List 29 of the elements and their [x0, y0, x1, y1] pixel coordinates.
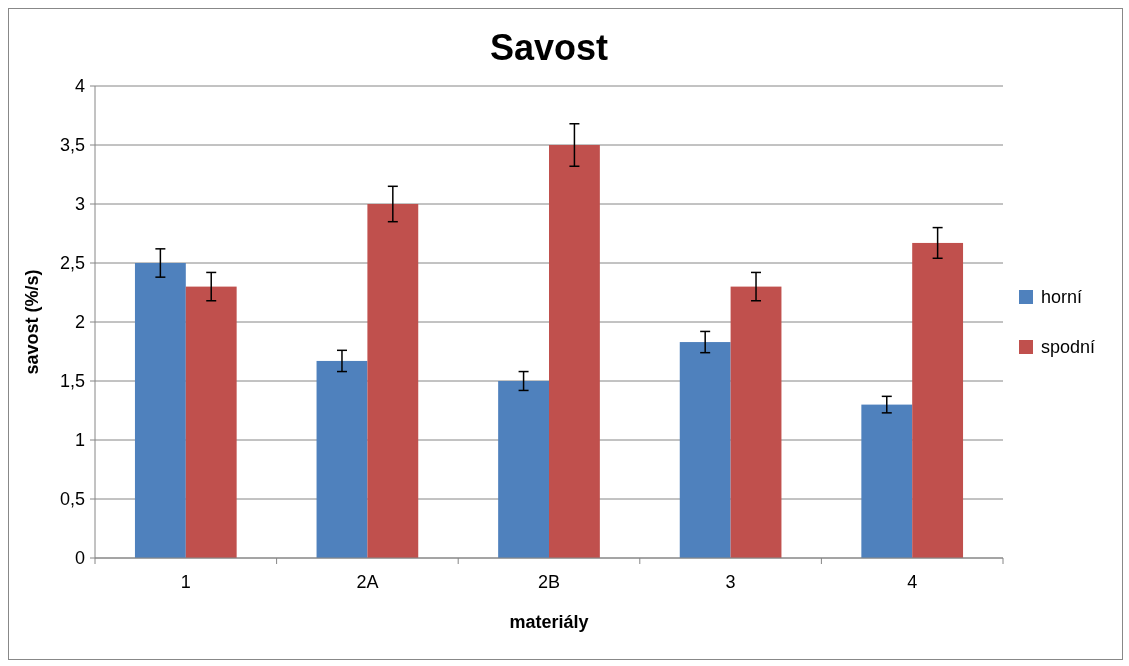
bar: [549, 145, 600, 558]
y-tick-label: 3,5: [59, 135, 85, 156]
legend-label: horní: [1041, 287, 1083, 308]
y-axis-title: savost (%/s): [22, 269, 42, 375]
bar: [367, 204, 419, 558]
bar: [861, 404, 913, 558]
y-tick-label: 1: [74, 430, 85, 451]
bar: [679, 342, 731, 558]
y-tick-label: 3: [74, 194, 85, 215]
y-tick-label: 0: [74, 548, 85, 569]
x-tick-label: 4: [907, 572, 918, 592]
x-axis-title: materiály: [509, 612, 589, 632]
y-tick-label: 1,5: [59, 371, 85, 392]
y-tick-label: 0,5: [59, 489, 85, 510]
x-tick-label: 2B: [537, 572, 561, 592]
x-tick-label: 1: [180, 572, 191, 592]
bar: [185, 286, 237, 558]
y-tick-label: 2,5: [59, 253, 85, 274]
chart-title: Savost: [489, 27, 609, 68]
bar: [912, 242, 964, 558]
bar: [316, 360, 368, 558]
x-tick-label: 3: [725, 572, 736, 592]
y-tick-label: 4: [74, 76, 85, 97]
bar: [134, 263, 186, 558]
bar: [730, 286, 782, 558]
y-tick-label: 2: [74, 312, 85, 333]
x-tick-label: 2A: [356, 572, 379, 592]
bar: [498, 381, 549, 558]
legend-label: spodní: [1041, 337, 1096, 358]
